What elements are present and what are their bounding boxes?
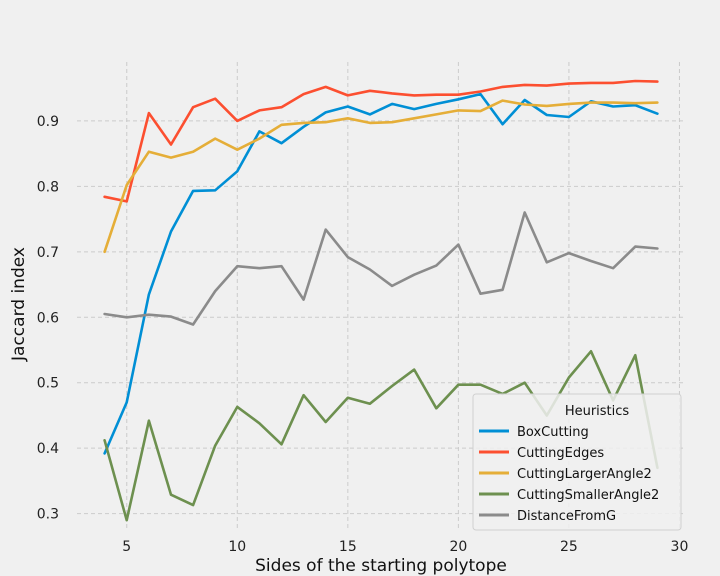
y-tick-labels: 0.3 0.4 0.5 0.6 0.7 0.8 0.9 <box>37 114 59 523</box>
y-tick-label: 0.3 <box>37 507 59 523</box>
legend: Heuristics BoxCutting CuttingEdges Cutting… <box>472 393 682 531</box>
legend-title: Heuristics <box>565 404 630 419</box>
y-tick-label: 0.7 <box>37 245 59 261</box>
series-lines <box>103 79 659 522</box>
x-tick-label: 15 <box>339 539 357 555</box>
series-line-CuttingEdges <box>103 79 659 203</box>
series-line-DistanceFromG <box>103 211 659 326</box>
y-tick-label: 0.4 <box>37 441 59 457</box>
legend-label: BoxCutting <box>517 425 589 440</box>
grid <box>77 62 685 530</box>
series-line-BoxCutting <box>103 92 659 455</box>
y-tick-label: 0.8 <box>37 179 59 195</box>
legend-label: DistanceFromG <box>517 509 616 524</box>
x-tick-label: 20 <box>449 539 467 555</box>
y-axis-title: Jaccard index <box>9 247 29 362</box>
x-tick-labels: 5 10 15 20 25 30 <box>122 539 688 555</box>
legend-label: CuttingLargerAngle2 <box>517 467 652 482</box>
legend-label: CuttingSmallerAngle2 <box>517 488 659 503</box>
y-tick-label: 0.9 <box>37 114 59 130</box>
x-tick-label: 25 <box>560 539 578 555</box>
x-tick-label: 30 <box>671 539 689 555</box>
series-line-CuttingLargerAngle2 <box>103 99 659 254</box>
legend-box <box>472 393 682 531</box>
y-tick-label: 0.5 <box>37 376 59 392</box>
y-tick-label: 0.6 <box>37 310 59 326</box>
series-line-CuttingSmallerAngle2 <box>103 349 659 522</box>
legend-label: CuttingEdges <box>517 446 604 461</box>
x-tick-label: 5 <box>122 539 131 555</box>
x-axis-title: Sides of the starting polytope <box>255 556 507 576</box>
legend-items: BoxCutting CuttingEdges CuttingLargerAngle… <box>479 425 659 524</box>
x-tick-label: 10 <box>228 539 246 555</box>
